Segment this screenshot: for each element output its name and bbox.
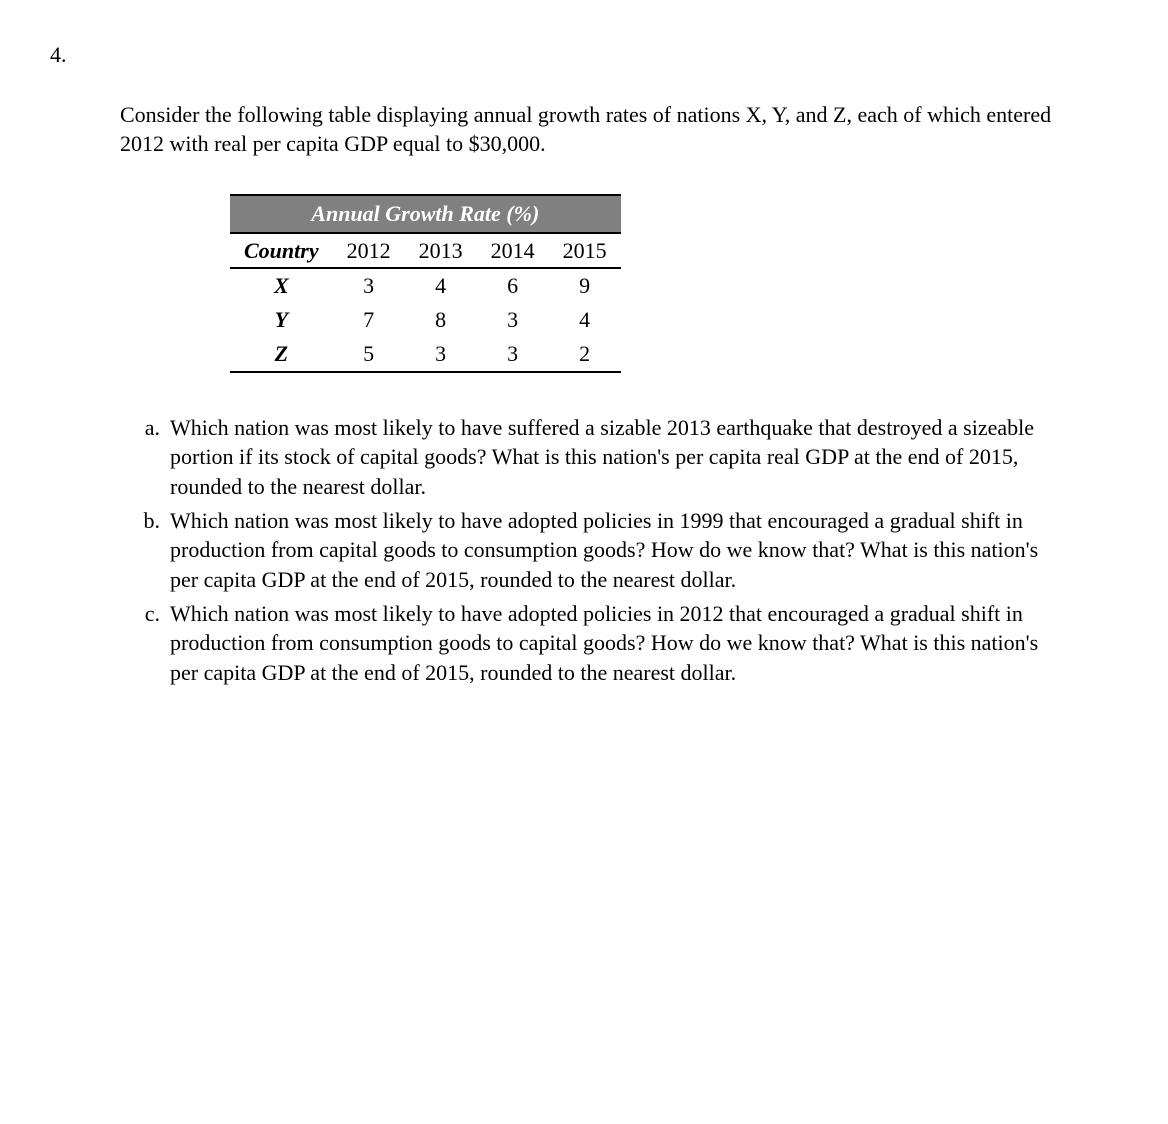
question-b: b. Which nation was most likely to have …	[120, 506, 1058, 595]
question-marker: a.	[120, 413, 170, 502]
question-text: Which nation was most likely to have suf…	[170, 413, 1058, 502]
growth-rate-table: Annual Growth Rate (%) Country 2012 2013…	[230, 194, 621, 372]
question-text: Which nation was most likely to have ado…	[170, 599, 1058, 688]
col-2012: 2012	[333, 233, 405, 269]
intro-paragraph: Consider the following table displaying …	[120, 100, 1058, 159]
cell-value: 4	[405, 268, 477, 303]
question-a: a. Which nation was most likely to have …	[120, 413, 1058, 502]
table-row: Z 5 3 3 2	[230, 337, 621, 372]
cell-value: 3	[405, 337, 477, 372]
cell-value: 7	[333, 303, 405, 337]
growth-rate-table-container: Annual Growth Rate (%) Country 2012 2013…	[230, 194, 1118, 372]
col-country: Country	[230, 233, 333, 269]
question-c: c. Which nation was most likely to have …	[120, 599, 1058, 688]
col-2013: 2013	[405, 233, 477, 269]
question-text: Which nation was most likely to have ado…	[170, 506, 1058, 595]
table-row: X 3 4 6 9	[230, 268, 621, 303]
cell-value: 3	[477, 337, 549, 372]
cell-value: 5	[333, 337, 405, 372]
table-row: Y 7 8 3 4	[230, 303, 621, 337]
cell-value: 8	[405, 303, 477, 337]
questions-list: a. Which nation was most likely to have …	[120, 413, 1058, 688]
cell-country: X	[230, 268, 333, 303]
cell-value: 2	[549, 337, 621, 372]
cell-country: Z	[230, 337, 333, 372]
cell-value: 6	[477, 268, 549, 303]
col-2014: 2014	[477, 233, 549, 269]
cell-value: 3	[477, 303, 549, 337]
table-column-header-row: Country 2012 2013 2014 2015	[230, 233, 621, 269]
cell-value: 4	[549, 303, 621, 337]
cell-country: Y	[230, 303, 333, 337]
problem-number: 4.	[50, 40, 1118, 70]
question-marker: c.	[120, 599, 170, 688]
cell-value: 3	[333, 268, 405, 303]
col-2015: 2015	[549, 233, 621, 269]
table-title: Annual Growth Rate (%)	[230, 195, 621, 233]
cell-value: 9	[549, 268, 621, 303]
question-marker: b.	[120, 506, 170, 595]
